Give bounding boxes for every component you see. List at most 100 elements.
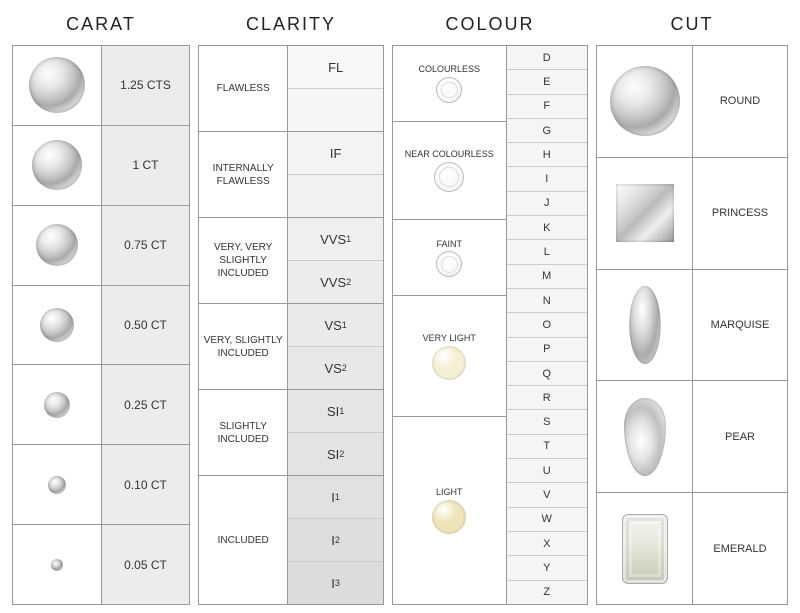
clarity-category-label: INTERNALLY FLAWLESS xyxy=(199,132,287,217)
colour-grade-letter: G xyxy=(507,119,587,143)
carat-row: 0.75 CT xyxy=(13,206,189,286)
clarity-group: VERY, VERY SLIGHTLY INCLUDEDVVS1VVS2 xyxy=(199,218,383,304)
clarity-group: SLIGHTLY INCLUDEDSI1SI2 xyxy=(199,390,383,476)
carat-value: 1 CT xyxy=(101,126,189,205)
colour-grade-letter: H xyxy=(507,143,587,167)
carat-row: 1.25 CTS xyxy=(13,46,189,126)
cut-row: ROUND xyxy=(597,46,787,158)
carat-diamond-icon xyxy=(13,206,101,285)
cut-shape-icon xyxy=(597,270,692,381)
colour-grade-letter: O xyxy=(507,313,587,337)
clarity-category-label: VERY, VERY SLIGHTLY INCLUDED xyxy=(199,218,287,303)
carat-value: 0.10 CT xyxy=(101,445,189,524)
diamond-outline-icon xyxy=(434,162,464,192)
cut-header: CUT xyxy=(596,8,788,45)
clarity-grade: SI1 xyxy=(288,390,383,433)
cut-shape-label: ROUND xyxy=(692,46,787,157)
colour-category-label: NEAR COLOURLESS xyxy=(405,149,494,160)
cut-shape-label: PEAR xyxy=(692,381,787,492)
clarity-grade xyxy=(288,89,383,131)
clarity-category-label: VERY, SLIGHTLY INCLUDED xyxy=(199,304,287,389)
clarity-grade: VVS1 xyxy=(288,218,383,261)
carat-diamond-icon xyxy=(13,525,101,604)
cut-shape-label: MARQUISE xyxy=(692,270,787,381)
clarity-group: INTERNALLY FLAWLESSIF xyxy=(199,132,383,218)
carat-value: 0.05 CT xyxy=(101,525,189,604)
colour-grade-letter: T xyxy=(507,435,587,459)
colour-category-label: VERY LIGHT xyxy=(423,333,476,344)
cut-shape-label: EMERALD xyxy=(692,493,787,604)
clarity-grades: VVS1VVS2 xyxy=(287,218,383,303)
clarity-grade: IF xyxy=(288,132,383,175)
colour-grade-letter: D xyxy=(507,46,587,70)
clarity-grade xyxy=(288,175,383,217)
colour-group: FAINT xyxy=(393,220,506,296)
carat-row: 0.25 CT xyxy=(13,365,189,445)
colour-group: VERY LIGHT xyxy=(393,296,506,417)
clarity-grades: FL xyxy=(287,46,383,131)
colour-grade-letter: V xyxy=(507,483,587,507)
clarity-grades: IF xyxy=(287,132,383,217)
diamond-tinted-icon xyxy=(432,346,466,380)
clarity-header: CLARITY xyxy=(198,8,384,45)
diamond-outline-icon xyxy=(436,251,462,277)
carat-diamond-icon xyxy=(13,286,101,365)
colour-grade-letter: L xyxy=(507,240,587,264)
clarity-grade: I1 xyxy=(288,476,383,519)
colour-grade-letter: P xyxy=(507,338,587,362)
cut-row: PEAR xyxy=(597,381,787,493)
carat-value: 0.50 CT xyxy=(101,286,189,365)
colour-header: COLOUR xyxy=(392,8,588,45)
colour-table: COLOURLESS NEAR COLOURLESS FAINT VERY LIGHT… xyxy=(392,45,588,605)
colour-grade-letter: K xyxy=(507,216,587,240)
carat-table: 1.25 CTS1 CT0.75 CT0.50 CT0.25 CT0.10 CT… xyxy=(12,45,190,605)
diamond-outline-icon xyxy=(436,77,462,103)
carat-header: CARAT xyxy=(12,8,190,45)
colour-groups: COLOURLESS NEAR COLOURLESS FAINT VERY LIGHT… xyxy=(393,46,506,604)
cut-shape-icon xyxy=(597,46,692,157)
colour-grade-letter: S xyxy=(507,410,587,434)
colour-grade-letter: E xyxy=(507,70,587,94)
clarity-grade: I2 xyxy=(288,519,383,562)
carat-row: 0.05 CT xyxy=(13,525,189,604)
colour-grade-letter: Z xyxy=(507,581,587,604)
carat-diamond-icon xyxy=(13,445,101,524)
colour-category-label: FAINT xyxy=(437,239,463,250)
clarity-category-label: INCLUDED xyxy=(199,476,287,604)
carat-row: 0.50 CT xyxy=(13,286,189,366)
colour-group: LIGHT xyxy=(393,417,506,604)
clarity-grade: VVS2 xyxy=(288,261,383,303)
clarity-grades: VS1VS2 xyxy=(287,304,383,389)
colour-grade-letter: Q xyxy=(507,362,587,386)
clarity-grade: SI2 xyxy=(288,433,383,475)
clarity-grades: I1I2I3 xyxy=(287,476,383,604)
clarity-table: FLAWLESSFLINTERNALLY FLAWLESSIFVERY, VER… xyxy=(198,45,384,605)
colour-grade-letter: U xyxy=(507,459,587,483)
clarity-category-label: SLIGHTLY INCLUDED xyxy=(199,390,287,475)
clarity-group: FLAWLESSFL xyxy=(199,46,383,132)
diamond-tinted-icon xyxy=(432,500,466,534)
colour-column: COLOUR COLOURLESSNEAR COLOURLESSFAINTVER… xyxy=(392,8,588,605)
carat-column: CARAT 1.25 CTS1 CT0.75 CT0.50 CT0.25 CT0… xyxy=(12,8,190,605)
clarity-group: INCLUDEDI1I2I3 xyxy=(199,476,383,604)
colour-grade-letter: R xyxy=(507,386,587,410)
colour-group: NEAR COLOURLESS xyxy=(393,122,506,220)
clarity-grade: I3 xyxy=(288,562,383,604)
colour-grade-letter: F xyxy=(507,95,587,119)
clarity-group: VERY, SLIGHTLY INCLUDEDVS1VS2 xyxy=(199,304,383,390)
colour-group: COLOURLESS xyxy=(393,46,506,122)
carat-diamond-icon xyxy=(13,365,101,444)
colour-category-label: COLOURLESS xyxy=(418,64,480,75)
cut-shape-label: PRINCESS xyxy=(692,158,787,269)
colour-grade-letter: X xyxy=(507,532,587,556)
cut-row: EMERALD xyxy=(597,493,787,604)
cut-table: ROUNDPRINCESSMARQUISEPEAREMERALD xyxy=(596,45,788,605)
colour-letters: DEFGHIJKLMNOPQRSTUVWXYZ xyxy=(506,46,587,604)
cut-shape-icon xyxy=(597,158,692,269)
carat-row: 0.10 CT xyxy=(13,445,189,525)
colour-grade-letter: J xyxy=(507,192,587,216)
cut-row: MARQUISE xyxy=(597,270,787,382)
clarity-category-label: FLAWLESS xyxy=(199,46,287,131)
colour-category-label: LIGHT xyxy=(436,487,463,498)
carat-value: 0.75 CT xyxy=(101,206,189,285)
